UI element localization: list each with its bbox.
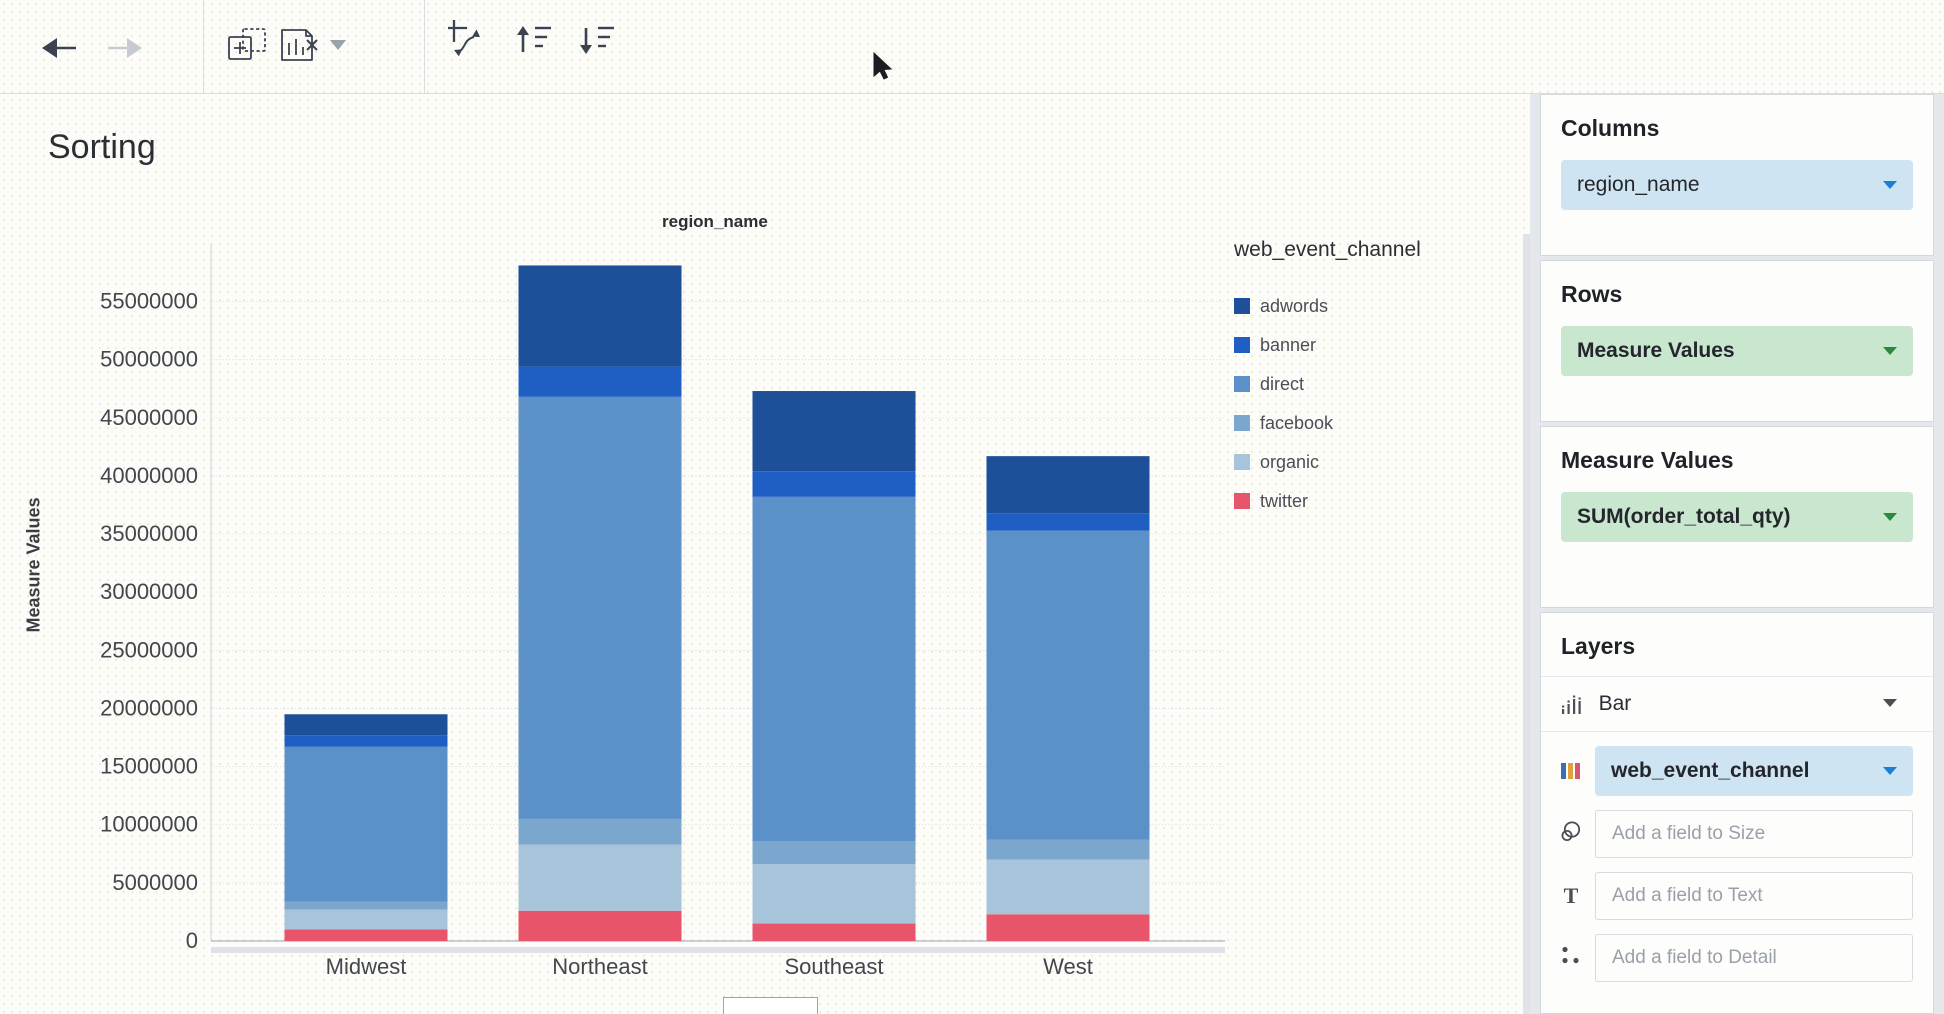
svg-text:Southeast: Southeast <box>784 954 883 979</box>
svg-text:0: 0 <box>186 928 198 953</box>
svg-text:Northeast: Northeast <box>552 954 647 979</box>
svg-text:15000000: 15000000 <box>100 754 198 779</box>
svg-text:35000000: 35000000 <box>100 521 198 546</box>
svg-text:Midwest: Midwest <box>326 954 407 979</box>
svg-text:25000000: 25000000 <box>100 637 198 662</box>
svg-text:55000000: 55000000 <box>100 289 198 314</box>
svg-text:40000000: 40000000 <box>100 463 198 488</box>
svg-text:50000000: 50000000 <box>100 347 198 372</box>
svg-text:30000000: 30000000 <box>100 579 198 604</box>
svg-text:45000000: 45000000 <box>100 405 198 430</box>
svg-text:10000000: 10000000 <box>100 812 198 837</box>
svg-text:5000000: 5000000 <box>112 870 198 895</box>
svg-text:20000000: 20000000 <box>100 695 198 720</box>
svg-text:West: West <box>1043 954 1093 979</box>
